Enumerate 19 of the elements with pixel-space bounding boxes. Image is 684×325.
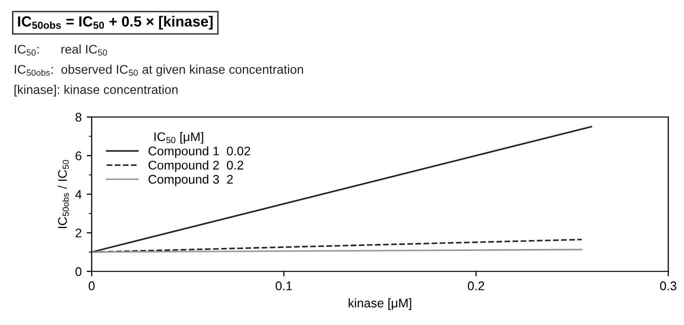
legend-label: Compound 1 0.02 bbox=[148, 146, 250, 158]
chart-title: IC$_{50obs}$ = IC$_{50}$ + 0.5 × [kinase] bbox=[18, 16, 213, 30]
y-tick-label: 8 bbox=[76, 112, 82, 122]
text: [kinase]: kinase concentration bbox=[14, 84, 178, 96]
y-tick-label: 6 bbox=[76, 151, 82, 160]
x-tick-label: 0.1 bbox=[276, 281, 292, 290]
y-tick-label: 2 bbox=[76, 228, 82, 238]
text: IC$_{50obs}$: observed IC$_{50}$ at given kinase concentration bbox=[14, 64, 304, 76]
legend-label: Compound 2 0.2 bbox=[148, 160, 244, 172]
y-tick-label: 0 bbox=[75, 267, 82, 276]
x-axis-title: kinase [μM] bbox=[348, 298, 412, 310]
x-tick-label: 0.3 bbox=[660, 281, 676, 290]
legend-label: Compound 3 2 bbox=[148, 174, 233, 186]
y-tick-label: 4 bbox=[75, 190, 82, 199]
x-tick-label: 0.2 bbox=[468, 281, 484, 290]
legend-title: IC$_{50}$ [μM] bbox=[154, 132, 204, 144]
x-tick-label: 0 bbox=[88, 281, 95, 290]
y-axis-title: IC$_{50obs}$ / IC$_{50}$ bbox=[58, 160, 69, 228]
text: IC$_{50}$: real IC$_{50}$ bbox=[14, 44, 107, 56]
